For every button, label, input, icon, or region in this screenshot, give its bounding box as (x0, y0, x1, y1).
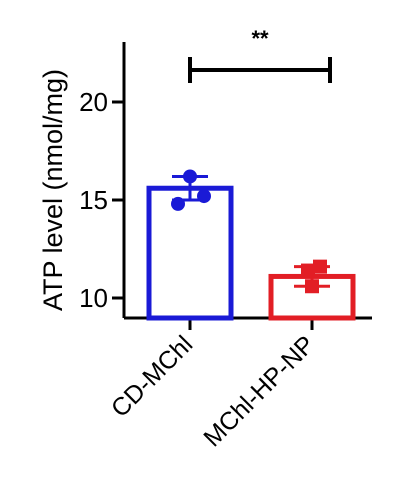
data-point (171, 196, 185, 211)
x-tick-label: MChl-HP-NP (198, 330, 320, 452)
data-point (301, 263, 315, 278)
bar (146, 185, 234, 321)
annotations: ** (188, 26, 332, 83)
bars (146, 169, 356, 321)
data-point (313, 259, 327, 274)
axes: 10 15 20 CD-MChl MChl-HP-NP (79, 42, 372, 452)
y-tick-label: 20 (79, 87, 108, 117)
data-point (183, 169, 197, 184)
y-tick-label: 10 (79, 283, 108, 313)
significance-label: ** (251, 26, 269, 51)
y-tick-label: 15 (79, 185, 108, 215)
y-axis-label: ATP level (nmol/mg) (38, 69, 68, 311)
data-point (197, 189, 211, 204)
data-point (305, 279, 319, 294)
x-tick-label: CD-MChl (106, 330, 198, 422)
